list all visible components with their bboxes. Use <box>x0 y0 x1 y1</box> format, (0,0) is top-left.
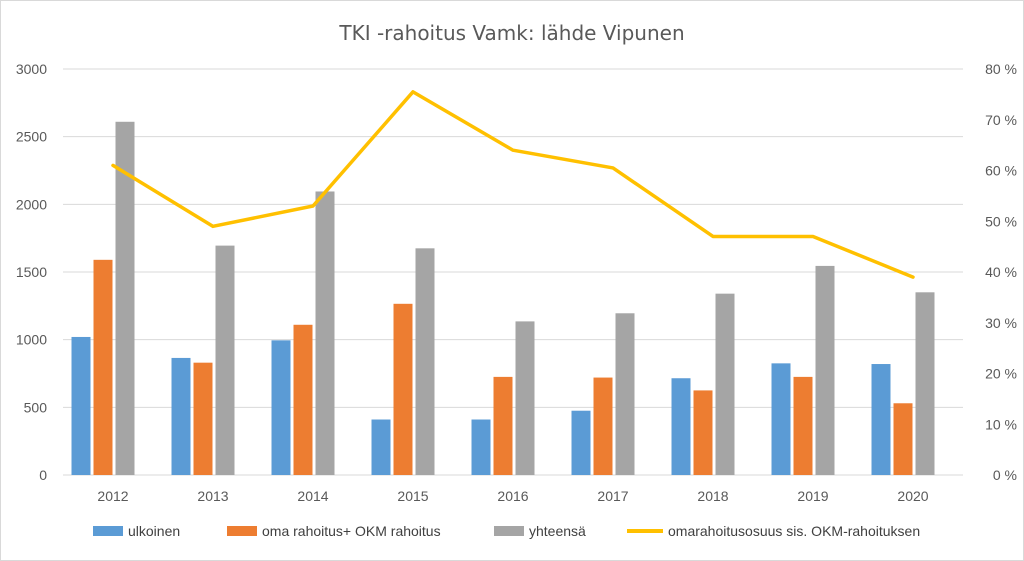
right-tick-label: 30 % <box>985 315 1017 331</box>
x-tick-label: 2017 <box>597 488 628 504</box>
gridlines <box>63 68 963 476</box>
x-tick-label: 2019 <box>797 488 828 504</box>
bar-oma-rahoitus-okm-rahoitus-2016 <box>493 376 513 475</box>
bar-yhteens--2015 <box>415 248 435 475</box>
bar-ulkoinen-2020 <box>871 364 891 475</box>
left-tick-label: 0 <box>39 467 47 483</box>
bar-yhteens--2014 <box>315 191 335 475</box>
bar-series <box>71 121 935 475</box>
bar-yhteens--2016 <box>515 321 535 475</box>
x-tick-label: 2013 <box>197 488 228 504</box>
right-tick-label: 10 % <box>985 416 1017 432</box>
bar-oma-rahoitus-okm-rahoitus-2015 <box>393 303 413 475</box>
bar-ulkoinen-2013 <box>171 357 191 475</box>
bar-oma-rahoitus-okm-rahoitus-2018 <box>693 390 713 475</box>
legend-label: yhteensä <box>529 523 586 539</box>
left-axis: 0 500 1000 1500 2000 2500 3000 <box>16 61 47 483</box>
bar-ulkoinen-2019 <box>771 363 791 475</box>
legend-item: omarahoitusosuus sis. OKM-rahoituksen <box>627 523 920 539</box>
bar-yhteens--2020 <box>915 292 935 475</box>
x-tick-label: 2015 <box>397 488 428 504</box>
right-tick-label: 50 % <box>985 213 1017 229</box>
legend-label: ulkoinen <box>128 523 180 539</box>
legend-label: omarahoitusosuus sis. OKM-rahoituksen <box>668 523 920 539</box>
legend-swatch <box>93 526 123 536</box>
legend-swatch <box>494 526 524 536</box>
left-tick-label: 2000 <box>16 196 47 212</box>
right-tick-label: 40 % <box>985 264 1017 280</box>
x-tick-label: 2012 <box>97 488 128 504</box>
x-tick-label: 2016 <box>497 488 528 504</box>
bar-yhteens--2013 <box>215 245 235 475</box>
legend-label: oma rahoitus+ OKM rahoitus <box>262 523 441 539</box>
left-tick-label: 1500 <box>16 264 47 280</box>
chart-title: TKI -rahoitus Vamk: lähde Vipunen <box>338 21 684 45</box>
bar-ulkoinen-2015 <box>371 419 391 475</box>
left-tick-label: 3000 <box>16 61 47 77</box>
x-tick-label: 2018 <box>697 488 728 504</box>
left-tick-label: 1000 <box>16 332 47 348</box>
right-tick-label: 70 % <box>985 112 1017 128</box>
legend-item: ulkoinen <box>93 523 180 539</box>
line-series <box>111 90 915 279</box>
right-tick-label: 80 % <box>985 61 1017 77</box>
legend-item: oma rahoitus+ OKM rahoitus <box>227 523 441 539</box>
left-tick-label: 2500 <box>16 129 47 145</box>
bar-ulkoinen-2017 <box>571 410 591 475</box>
legend-item: yhteensä <box>494 523 586 539</box>
right-axis: 0 % 10 % 20 % 30 % 40 % 50 % 60 % 70 % 80 % <box>985 61 1017 483</box>
bar-oma-rahoitus-okm-rahoitus-2019 <box>793 376 813 475</box>
left-tick-label: 500 <box>24 399 48 415</box>
right-tick-label: 60 % <box>985 163 1017 179</box>
bar-yhteens--2017 <box>615 313 635 475</box>
bar-oma-rahoitus-okm-rahoitus-2014 <box>293 324 313 475</box>
line-omarahoitusosuus <box>111 90 915 279</box>
bar-oma-rahoitus-okm-rahoitus-2013 <box>193 362 213 475</box>
x-tick-label: 2020 <box>897 488 928 504</box>
legend-swatch <box>227 526 257 536</box>
bar-yhteens--2018 <box>715 293 735 475</box>
bar-yhteens--2019 <box>815 265 835 475</box>
legend: ulkoinen oma rahoitus+ OKM rahoitus yhteen… <box>93 523 920 539</box>
x-axis: 2012 2013 2014 2015 2016 2017 2018 2019 2020 <box>97 488 928 504</box>
bar-oma-rahoitus-okm-rahoitus-2017 <box>593 377 613 475</box>
x-tick-label: 2014 <box>297 488 328 504</box>
bar-ulkoinen-2016 <box>471 419 491 475</box>
right-tick-label: 20 % <box>985 366 1017 382</box>
bar-ulkoinen-2018 <box>671 378 691 475</box>
bar-yhteens--2012 <box>115 121 135 475</box>
right-tick-label: 0 % <box>993 467 1017 483</box>
bar-oma-rahoitus-okm-rahoitus-2012 <box>93 259 113 475</box>
bar-ulkoinen-2014 <box>271 340 291 475</box>
bar-ulkoinen-2012 <box>71 336 91 475</box>
bar-oma-rahoitus-okm-rahoitus-2020 <box>893 403 913 475</box>
